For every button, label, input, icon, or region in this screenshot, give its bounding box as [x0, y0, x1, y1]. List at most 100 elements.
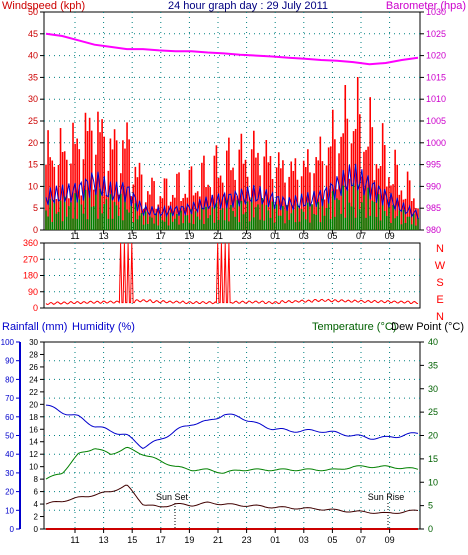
rainfall-tick-label: 60	[5, 413, 14, 422]
wind-direction-plot-area	[43, 242, 421, 309]
windspeed-tick-label: 0	[33, 225, 38, 235]
time-tick-label: 23	[242, 535, 252, 545]
humidity-tick-label: 12	[29, 450, 38, 459]
time-tick-label: 07	[356, 535, 366, 545]
time-tick-label: 09	[385, 231, 395, 241]
windspeed-tick-label: 35	[28, 72, 38, 82]
barometer-axis-ticks: 980 985 990 995 1000 1005 1010 1015 1020 1025 1030	[420, 7, 446, 235]
temperature-tick-label: 40	[428, 337, 438, 347]
rainfall-tick-label: 10	[5, 506, 14, 515]
time-tick-label: 13	[99, 535, 109, 545]
time-tick-label: 21	[213, 231, 223, 241]
time-tick-label: 19	[184, 535, 194, 545]
compass-label: S	[436, 277, 443, 289]
temperature-tick-label: 5	[428, 501, 433, 511]
humidity-tick-label: 18	[29, 413, 38, 422]
humidity-tick-label: 2	[34, 513, 39, 522]
barometer-tick-label: 980	[426, 225, 441, 235]
rainfall-tick-label: 100	[1, 338, 15, 347]
humidity-tick-label: 22	[29, 388, 38, 397]
windspeed-tick-label: 30	[28, 94, 38, 104]
wind-time-axis: 11 13 15 17 19 21 23 01 03 05 07 09	[70, 230, 395, 241]
humidity-tick-label: 0	[34, 525, 39, 534]
wind-bars	[45, 76, 419, 230]
barometer-axis-label: Barometer (hpa)	[386, 0, 466, 12]
barometer-tick-label: 990	[426, 181, 441, 191]
rainfall-tick-label: 50	[5, 432, 14, 441]
time-tick-label: 11	[70, 231, 79, 241]
temperature-axis-ticks: 0 5 10 15 20 25 30 35 40	[420, 337, 438, 534]
temperature-tick-label: 10	[428, 477, 438, 487]
rainfall-tick-label: 30	[5, 469, 14, 478]
temperature-tick-label: 30	[428, 384, 438, 394]
time-tick-label: 09	[385, 535, 395, 545]
time-tick-label: 03	[299, 231, 309, 241]
temperature-tick-label: 0	[428, 524, 433, 534]
windspeed-tick-label: 40	[28, 51, 38, 61]
time-tick-label: 01	[270, 231, 280, 241]
barometer-tick-label: 1005	[426, 116, 446, 126]
temperature-tick-label: 35	[428, 360, 438, 370]
temperature-tick-label: 25	[428, 407, 438, 417]
time-tick-label: 21	[213, 535, 223, 545]
time-tick-label: 05	[327, 231, 337, 241]
time-tick-label: 23	[242, 231, 252, 241]
rainfall-axis-label: Rainfall (mm)	[2, 321, 67, 333]
humidity-line	[45, 446, 419, 480]
dew-point-axis-label: Dew Point (°C)	[391, 321, 464, 333]
barometer-tick-label: 1030	[426, 7, 446, 17]
rainfall-tick-label: 70	[5, 394, 14, 403]
time-tick-label: 11	[70, 535, 79, 545]
compass-label: E	[436, 294, 443, 306]
time-tick-label: 05	[327, 535, 337, 545]
time-tick-label: 07	[356, 231, 366, 241]
rainfall-tick-label: 0	[10, 525, 15, 534]
windspeed-axis-label: Windspeed (kph)	[2, 0, 85, 12]
time-tick-label: 19	[184, 231, 194, 241]
wind-average-line	[45, 163, 419, 220]
windspeed-tick-label: 15	[28, 160, 38, 170]
barometer-tick-label: 1015	[426, 72, 446, 82]
humidity-tick-label: 14	[29, 438, 38, 447]
dew-point-line	[45, 484, 419, 514]
windspeed-tick-label: 25	[28, 116, 38, 126]
temperature-line	[45, 404, 419, 449]
barometer-tick-label: 1000	[426, 138, 446, 148]
direction-axis-ticks: 0 90 180 270 360	[23, 238, 44, 313]
humidity-tick-label: 16	[29, 425, 38, 434]
windspeed-tick-label: 50	[28, 7, 38, 17]
time-tick-label: 03	[299, 535, 309, 545]
humidity-axis-label: Humidity (%)	[72, 321, 135, 333]
rainfall-tick-label: 90	[5, 357, 14, 366]
barometer-tick-label: 985	[426, 203, 441, 213]
direction-tick-label: 360	[23, 238, 38, 248]
humidity-tick-label: 6	[34, 488, 39, 497]
compass-label: N	[436, 243, 444, 255]
time-tick-label: 01	[270, 535, 280, 545]
temperature-tick-label: 20	[428, 431, 438, 441]
barometer-tick-label: 1010	[426, 94, 446, 104]
direction-tick-label: 180	[23, 271, 38, 281]
rainfall-tick-label: 40	[5, 450, 14, 459]
compass-label: W	[435, 260, 446, 272]
humidity-tick-label: 8	[34, 475, 39, 484]
temperature-tick-label: 15	[428, 454, 438, 464]
direction-tick-label: 90	[28, 287, 38, 297]
temp-hum-plot-area	[43, 341, 421, 530]
rainfall-axis-ticks: 0 10 20 30 40 50 60 70 80 90 100	[1, 338, 21, 534]
sunset-label: Sun Set	[156, 492, 189, 502]
windspeed-axis-ticks: 0 5 10 15 20 25 30 35 40 45 50	[28, 7, 44, 235]
wind-direction-line	[45, 242, 419, 306]
windspeed-tick-label: 20	[28, 138, 38, 148]
direction-tick-label: 270	[23, 254, 38, 264]
barometer-tick-label: 1025	[426, 29, 446, 39]
temp-hum-time-axis: 11 13 15 17 19 21 23 01 03 05 07 09	[70, 529, 395, 545]
humidity-tick-label: 28	[29, 350, 38, 359]
time-tick-label: 13	[99, 231, 109, 241]
humidity-tick-label: 4	[34, 500, 39, 509]
